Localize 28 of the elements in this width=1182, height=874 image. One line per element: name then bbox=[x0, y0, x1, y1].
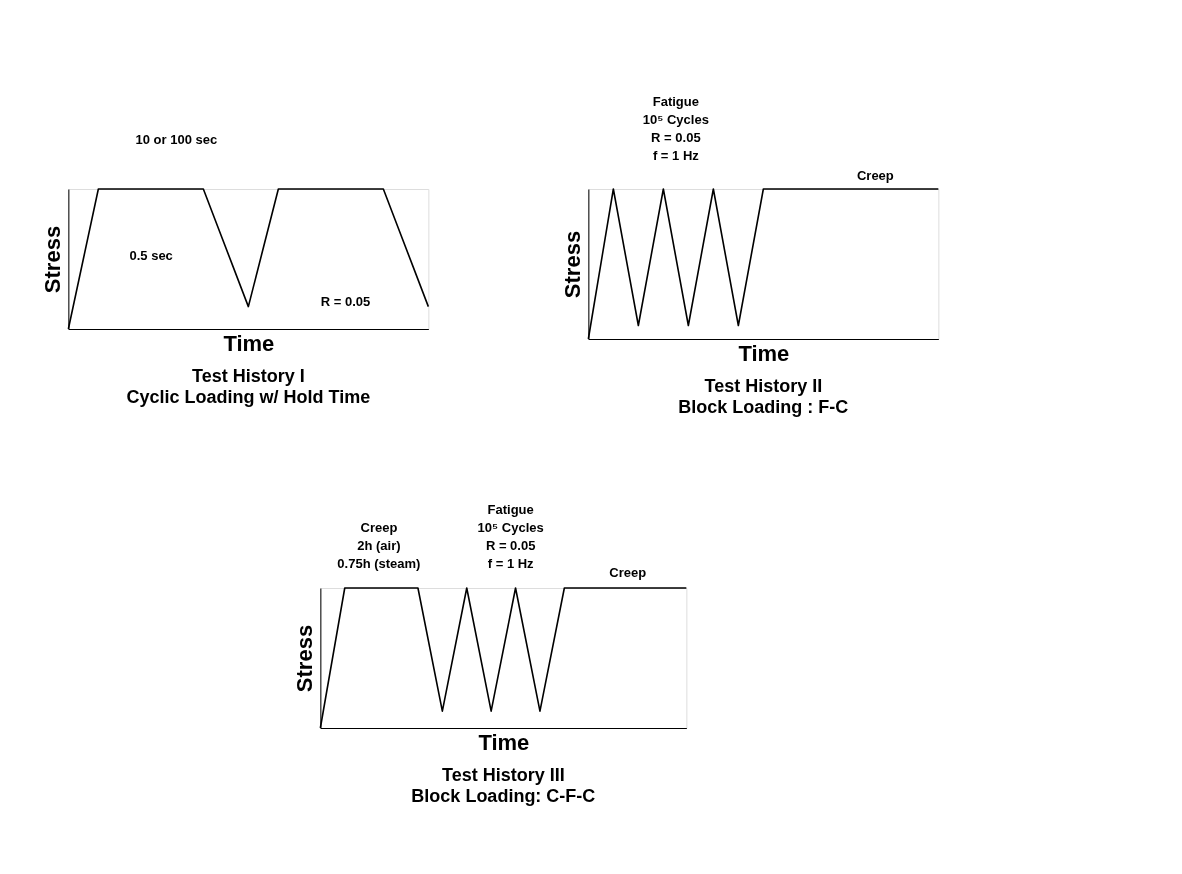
text: Test History II bbox=[704, 376, 823, 396]
x-axis-title: Time bbox=[478, 729, 530, 755]
x-axis-title: Time bbox=[223, 330, 275, 356]
annotation: R = 0.05 bbox=[320, 294, 371, 310]
text: Creep bbox=[856, 167, 894, 183]
text: 2h (air) bbox=[357, 538, 401, 553]
text: f = 1 Hz bbox=[652, 148, 700, 163]
text: f = 1 Hz bbox=[487, 556, 535, 572]
text: Fatigue bbox=[652, 94, 699, 109]
x-axis-title: Time bbox=[738, 340, 790, 366]
y-axis-title: Stress bbox=[291, 624, 317, 693]
y-axis-title: Stress bbox=[39, 225, 65, 294]
text: Test History I bbox=[192, 366, 305, 386]
text: 10 or 100 sec bbox=[135, 132, 218, 147]
text: Test History III bbox=[442, 765, 565, 785]
text: Block Loading: C-F-C bbox=[411, 786, 596, 806]
text: 10⁵ Cycles bbox=[642, 112, 709, 127]
annotation: 0.5 sec bbox=[129, 248, 173, 264]
text: R = 0.05 bbox=[485, 538, 536, 553]
text: Fatigue bbox=[487, 501, 534, 517]
text: Creep bbox=[360, 519, 398, 535]
text: Creep bbox=[609, 564, 647, 580]
text: 0.75h (steam) bbox=[337, 556, 421, 572]
y-axis-title: Stress bbox=[559, 230, 585, 299]
text: R = 0.05 bbox=[651, 130, 701, 145]
text: Cyclic Loading w/ Hold Time bbox=[126, 387, 371, 407]
text: 10⁵ Cycles bbox=[477, 519, 544, 535]
text: Block Loading : F-C bbox=[678, 397, 849, 417]
